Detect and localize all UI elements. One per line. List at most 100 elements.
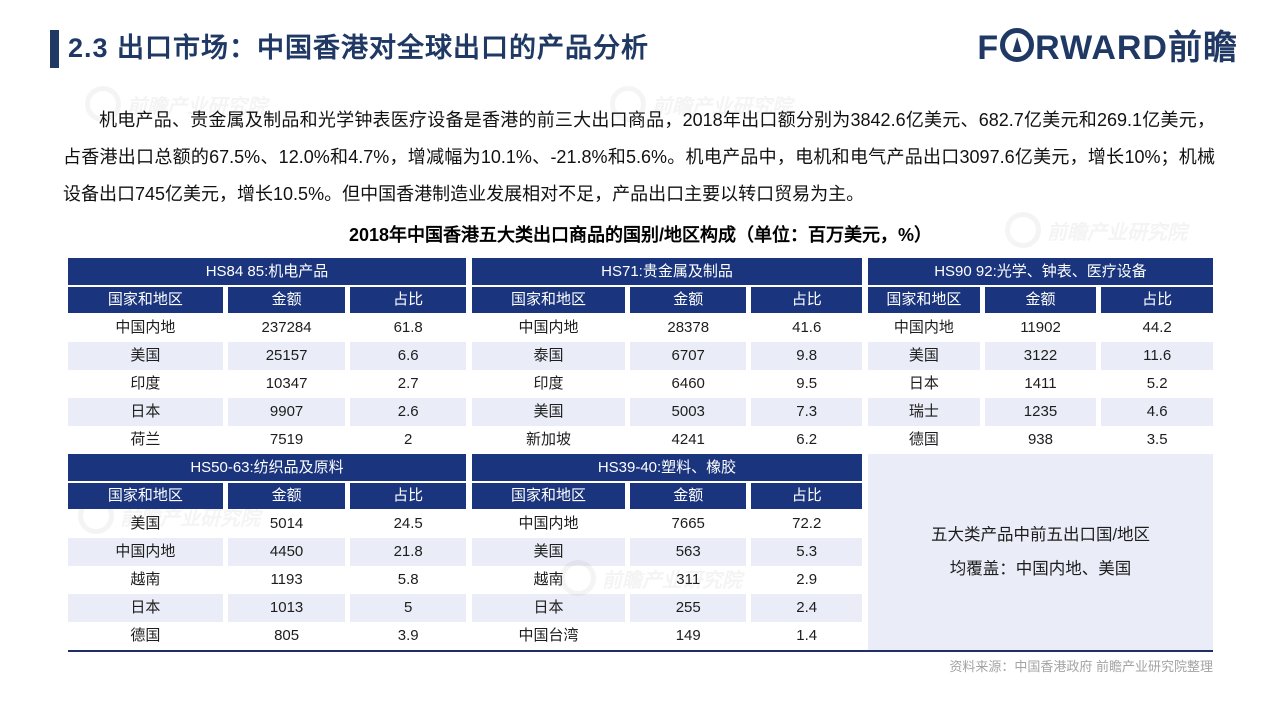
table-cell: 5.2 — [1101, 370, 1213, 398]
summary-note-line1: 五大类产品中前五出口国/地区 — [930, 526, 1151, 544]
column-header-amount: 金额 — [227, 483, 346, 509]
summary-note-box: 五大类产品中前五出口国/地区 均覆盖：中国内地、美国 — [868, 454, 1213, 650]
table-group-plastics-rubber: HS39-40:塑料、橡胶 国家和地区 金额 占比 中国内地 7665 72.2 美国… — [472, 454, 862, 650]
table-cell: 日本 — [868, 370, 980, 398]
table-row: 日本 1013 5 — [68, 594, 466, 622]
logo-lighthouse-icon — [1000, 28, 1035, 62]
table-cell: 新加坡 — [472, 426, 625, 454]
table-group-textiles: HS50-63:纺织品及原料 国家和地区 金额 占比 美国 5014 24.5 中国内… — [68, 454, 466, 650]
table-cell: 61.8 — [350, 314, 466, 342]
table-cell: 美国 — [68, 342, 223, 370]
column-header-amount: 金额 — [984, 287, 1097, 313]
table-cell: 11.6 — [1101, 342, 1213, 370]
table-row: 中国内地 7665 72.2 — [472, 510, 862, 538]
table-body: 中国内地 7665 72.2 美国 563 5.3 越南 311 2.9 日本 255 2.4 中国台湾… — [472, 510, 862, 650]
table-subheader: 国家和地区 金额 占比 — [472, 483, 862, 509]
table-cell: 3.9 — [350, 622, 466, 650]
table-subheader: 国家和地区 金额 占比 — [472, 287, 862, 313]
table-group-header: HS90 92:光学、钟表、医疗设备 — [868, 258, 1213, 285]
table-row: 美国 25157 6.6 — [68, 342, 466, 370]
table-row: 瑞士 1235 4.6 — [868, 398, 1213, 426]
table-cell: 瑞士 — [868, 398, 980, 426]
column-header-country: 国家和地区 — [472, 287, 625, 313]
table-cell: 25157 — [227, 342, 346, 370]
table-cell: 2.9 — [751, 566, 862, 594]
table-row: 美国 5014 24.5 — [68, 510, 466, 538]
table-group-header: HS39-40:塑料、橡胶 — [472, 454, 862, 481]
table-cell: 6707 — [629, 342, 747, 370]
table-row: 中国内地 237284 61.8 — [68, 314, 466, 342]
table-row: 德国 938 3.5 — [868, 426, 1213, 454]
table-cell: 日本 — [472, 594, 625, 622]
table-cell: 72.2 — [751, 510, 862, 538]
table-cell: 7.3 — [751, 398, 862, 426]
table-group-machinery: HS84 85:机电产品 国家和地区 金额 占比 中国内地 237284 61.8 美… — [68, 258, 466, 454]
table-row: 德国 805 3.9 — [68, 622, 466, 650]
table-subheader: 国家和地区 金额 占比 — [868, 287, 1213, 313]
table-body: 中国内地 28378 41.6 泰国 6707 9.8 印度 6460 9.5 美国 5003 7.3… — [472, 314, 862, 454]
table-cell: 4241 — [629, 426, 747, 454]
table-cell: 泰国 — [472, 342, 625, 370]
title-accent-bar — [50, 30, 59, 68]
column-header-share: 占比 — [1101, 287, 1213, 313]
table-group-header: HS50-63:纺织品及原料 — [68, 454, 466, 481]
table-cell: 28378 — [629, 314, 747, 342]
table-cell: 9.5 — [751, 370, 862, 398]
table-cell: 日本 — [68, 594, 223, 622]
table-cell: 9.8 — [751, 342, 862, 370]
source-note: 资料来源：中国香港政府 前瞻产业研究院整理 — [949, 659, 1213, 674]
table-cell: 10347 — [227, 370, 346, 398]
table-cell: 805 — [227, 622, 346, 650]
table-cell: 44.2 — [1101, 314, 1213, 342]
table-cell: 6460 — [629, 370, 747, 398]
column-header-share: 占比 — [751, 483, 862, 509]
table-cell: 311 — [629, 566, 747, 594]
table-row: 荷兰 7519 2 — [68, 426, 466, 454]
table-cell: 美国 — [472, 398, 625, 426]
table-cell: 149 — [629, 622, 747, 650]
table-cell: 中国内地 — [472, 314, 625, 342]
table-cell: 1193 — [227, 566, 346, 594]
intro-paragraph: 机电产品、贵金属及制品和光学钟表医疗设备是香港的前三大出口商品，2018年出口额… — [63, 110, 1215, 204]
table-row: 美国 563 5.3 — [472, 538, 862, 566]
table-cell: 2.6 — [350, 398, 466, 426]
logo-text-prefix: F — [977, 29, 1000, 67]
table-cell: 中国内地 — [868, 314, 980, 342]
table-cell: 938 — [984, 426, 1097, 454]
table-row: 中国台湾 149 1.4 — [472, 622, 862, 650]
table-cell: 3122 — [984, 342, 1097, 370]
table-cell: 5.8 — [350, 566, 466, 594]
table-cell: 荷兰 — [68, 426, 223, 454]
table-cell: 255 — [629, 594, 747, 622]
table-subheader: 国家和地区 金额 占比 — [68, 287, 466, 313]
table-cell: 中国内地 — [68, 314, 223, 342]
table-cell: 6.2 — [751, 426, 862, 454]
table-cell: 11902 — [984, 314, 1097, 342]
table-cell: 1235 — [984, 398, 1097, 426]
column-header-country: 国家和地区 — [68, 483, 223, 509]
tables-bottom-row: HS50-63:纺织品及原料 国家和地区 金额 占比 美国 5014 24.5 中国内… — [68, 454, 1213, 652]
table-cell: 7665 — [629, 510, 747, 538]
table-row: 新加坡 4241 6.2 — [472, 426, 862, 454]
table-cell: 日本 — [68, 398, 223, 426]
table-cell: 7519 — [227, 426, 346, 454]
table-row: 中国内地 11902 44.2 — [868, 314, 1213, 342]
table-group-optical-medical: HS90 92:光学、钟表、医疗设备 国家和地区 金额 占比 中国内地 11902… — [868, 258, 1213, 454]
table-cell: 德国 — [868, 426, 980, 454]
table-row: 越南 1193 5.8 — [68, 566, 466, 594]
table-body: 中国内地 11902 44.2 美国 3122 11.6 日本 1411 5.2 瑞士 1235 4.… — [868, 314, 1213, 454]
export-tables: HS84 85:机电产品 国家和地区 金额 占比 中国内地 237284 61.8 美… — [68, 258, 1213, 652]
logo-text-suffix: RWARD前瞻 — [1035, 29, 1238, 67]
column-header-amount: 金额 — [629, 483, 747, 509]
table-cell: 2.7 — [350, 370, 466, 398]
table-row: 日本 1411 5.2 — [868, 370, 1213, 398]
table-cell: 1411 — [984, 370, 1097, 398]
table-title: 2018年中国香港五大类出口商品的国别/地区构成（单位：百万美元，%） — [348, 225, 933, 245]
table-cell: 美国 — [472, 538, 625, 566]
column-header-amount: 金额 — [227, 287, 346, 313]
table-cell: 美国 — [868, 342, 980, 370]
table-cell: 1.4 — [751, 622, 862, 650]
column-header-country: 国家和地区 — [472, 483, 625, 509]
table-cell: 2 — [350, 426, 466, 454]
table-row: 美国 3122 11.6 — [868, 342, 1213, 370]
